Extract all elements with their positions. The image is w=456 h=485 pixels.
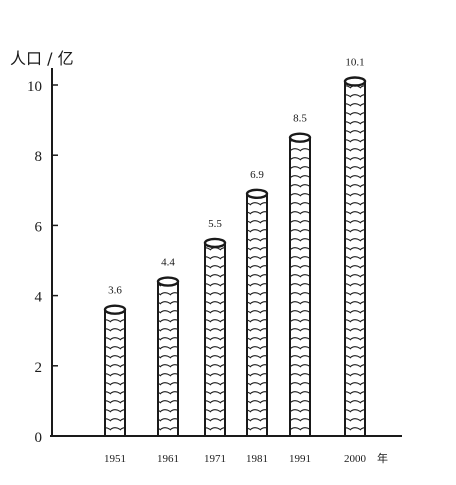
bar-hatch [290, 137, 310, 436]
labels: 0 2 4 6 8 10 人口 / 亿 3.6 1951 4.4 1961 5.5 1971 6.9 198… [10, 49, 388, 465]
bar [156, 276, 180, 436]
bar-top-cap [156, 276, 180, 287]
bar-top-cap [245, 188, 269, 200]
bar-value-label: 6.9 [250, 169, 264, 181]
bar [245, 188, 269, 436]
bar-value-label: 4.4 [161, 257, 175, 269]
bar-hatch [345, 81, 365, 437]
bar-hatch [247, 193, 267, 436]
bar-top-cap [343, 76, 367, 87]
bar [343, 76, 367, 437]
bar-top-cap [103, 304, 127, 315]
bar-value-label: 5.5 [208, 218, 222, 230]
bar [203, 237, 227, 436]
x-tick-label: 1961 [157, 453, 179, 465]
x-tick-label: 1971 [204, 453, 226, 465]
bar-value-label: 8.5 [293, 113, 307, 125]
bar-top-cap [288, 132, 312, 143]
x-tick-label: 2000 [344, 453, 367, 465]
y-tick-label: 6 [35, 219, 43, 235]
x-tick-label: 1991 [289, 453, 311, 465]
y-tick-label: 4 [35, 290, 43, 306]
bars [103, 76, 367, 437]
x-tick-label: 1951 [104, 453, 126, 465]
y-tick-label: 2 [35, 360, 43, 376]
bar-value-label: 3.6 [108, 285, 122, 297]
bar [103, 304, 127, 436]
x-tick-label: 1981 [246, 453, 268, 465]
bar-hatch [205, 242, 225, 436]
bar [288, 132, 312, 436]
x-unit-label: 年 [377, 451, 388, 465]
y-tick-label: 10 [27, 79, 42, 95]
y-tick-label: 8 [35, 149, 43, 165]
bar-hatch [105, 309, 125, 436]
y-tick-label: 0 [35, 430, 43, 446]
bar-top-cap [203, 237, 227, 249]
bar-value-label: 10.1 [345, 56, 364, 68]
bar-hatch [158, 281, 178, 436]
y-axis-label: 人口 / 亿 [10, 49, 74, 68]
